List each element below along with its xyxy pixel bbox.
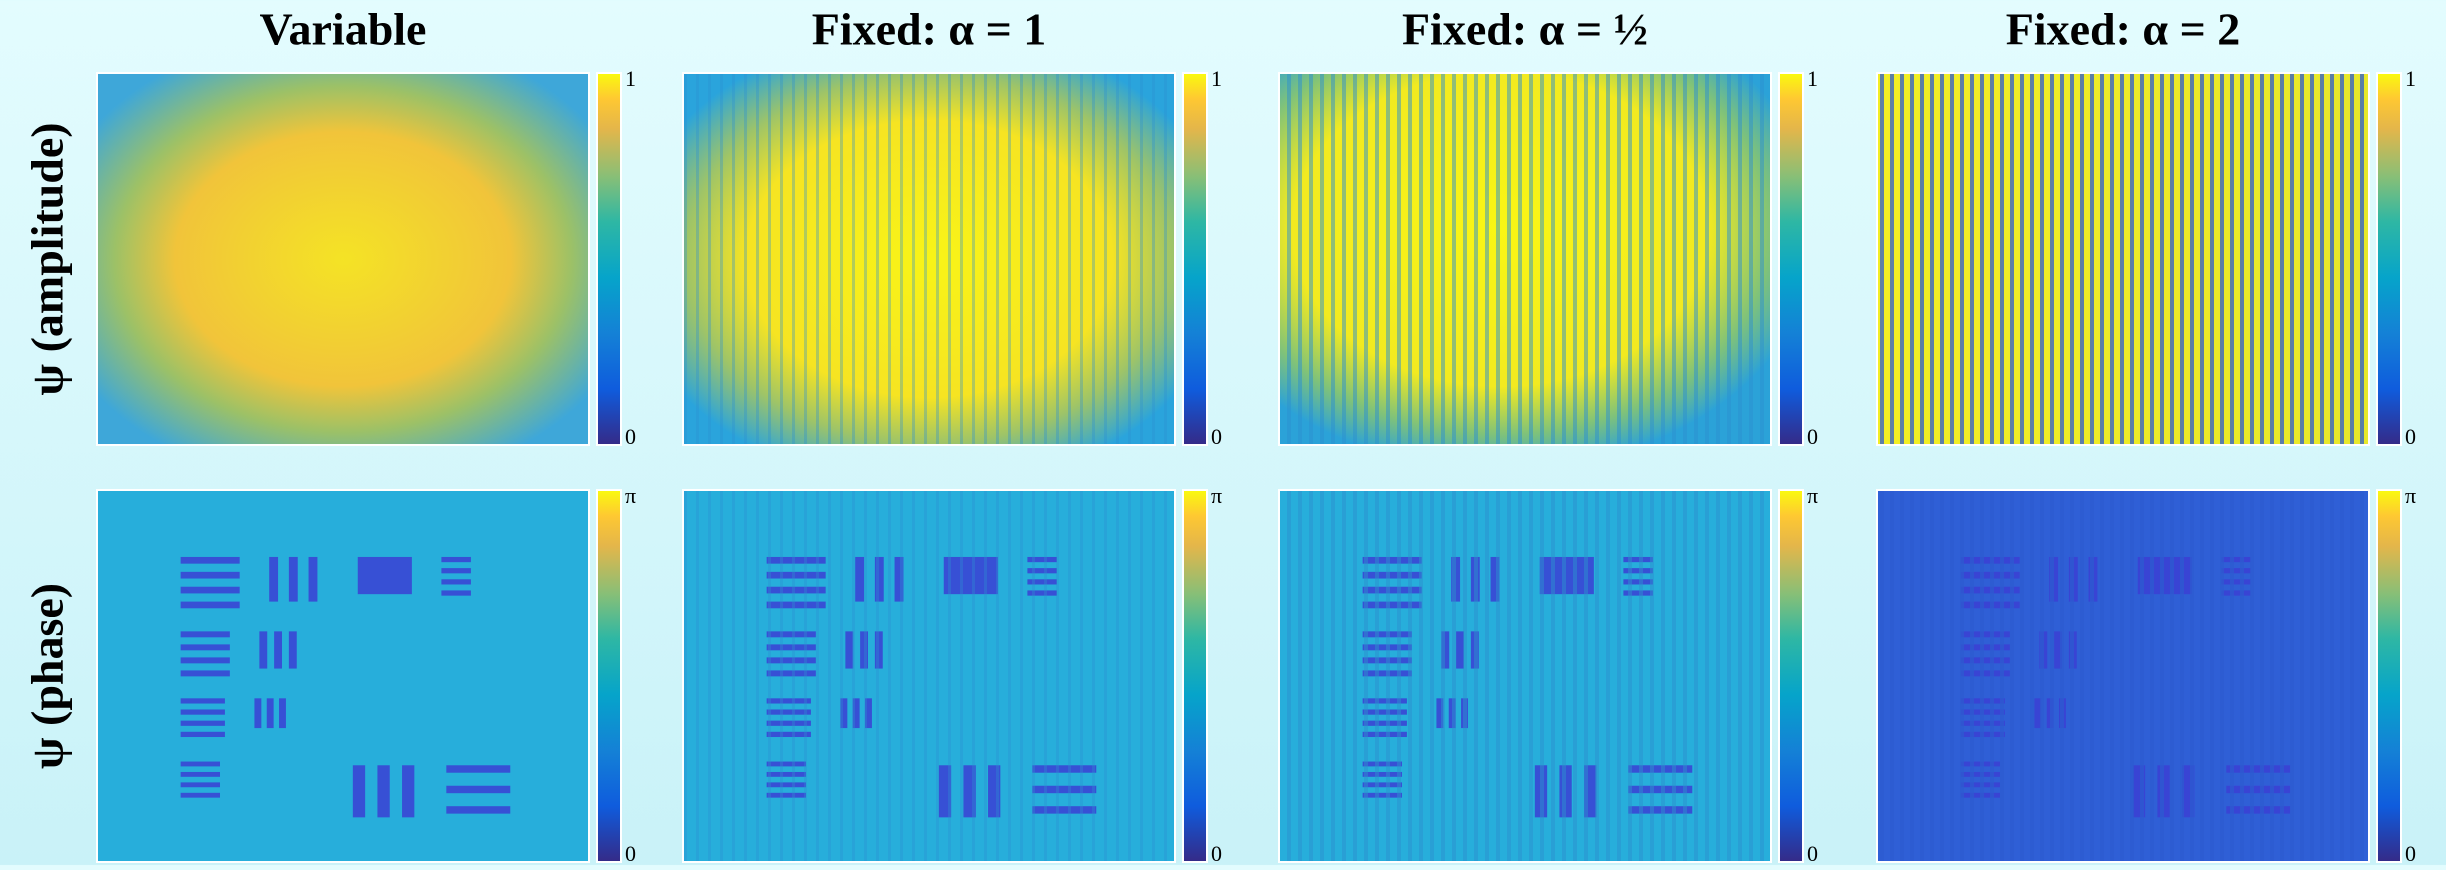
colorbar: [1183, 73, 1207, 445]
colorbar-max-label: π: [1211, 483, 1222, 508]
target-bar: [181, 793, 220, 798]
target-bar: [279, 698, 286, 728]
column-title: Fixed: α = 2: [2006, 4, 2241, 55]
target-bar: [181, 670, 230, 676]
colorbar: [2377, 73, 2401, 445]
colorbar-max-label: π: [1807, 483, 1818, 508]
target-bar: [289, 557, 298, 602]
target-bar: [274, 631, 282, 668]
target-bar: [377, 765, 389, 817]
colorbar: [2377, 490, 2401, 862]
colorbar: [597, 73, 621, 445]
target-bar: [446, 806, 510, 813]
image-panel: [1279, 73, 1771, 445]
target-bar: [259, 631, 267, 668]
target-bar: [289, 631, 297, 668]
colorbar-max-label: 1: [1211, 66, 1222, 91]
target-bar: [358, 557, 412, 594]
stripe-artifacts: [683, 73, 1175, 445]
image-panel: [1877, 73, 2369, 445]
stripe-artifacts: [1877, 490, 2369, 862]
target-bar: [181, 631, 230, 637]
colorbar-max-label: π: [2405, 483, 2416, 508]
target-bar: [254, 698, 261, 728]
column-title: Variable: [260, 4, 427, 55]
target-bar: [181, 709, 225, 714]
target-bar: [181, 644, 230, 650]
colorbar: [1779, 490, 1803, 862]
target-bar: [181, 602, 240, 609]
image-panel: [683, 490, 1175, 862]
target-bar: [402, 765, 414, 817]
amplitude-image: [97, 73, 589, 445]
target-bar: [269, 557, 278, 602]
colorbar-min-label: 0: [1807, 841, 1818, 865]
stripe-artifacts: [1279, 73, 1771, 445]
target-bar: [309, 557, 318, 602]
colorbar-min-label: 0: [2405, 424, 2416, 449]
target-bar: [181, 557, 240, 564]
colorbar-min-label: 0: [2405, 841, 2416, 865]
colorbar-min-label: 0: [1211, 841, 1222, 865]
target-bar: [181, 698, 225, 703]
target-bar: [181, 572, 240, 579]
colorbar-min-label: 0: [1807, 424, 1818, 449]
colorbar-max-label: 1: [625, 66, 636, 91]
target-bar: [181, 721, 225, 726]
column-title: Fixed: α = ½: [1402, 4, 1648, 55]
target-bar: [267, 698, 274, 728]
colorbar-min-label: 0: [625, 841, 636, 865]
target-bar: [181, 782, 220, 787]
target-bar: [446, 786, 510, 793]
image-panel: [683, 73, 1175, 445]
target-bar: [181, 732, 225, 737]
target-bar: [441, 579, 471, 584]
colorbar-min-label: 0: [1211, 424, 1222, 449]
target-bar: [353, 765, 365, 817]
colorbar-max-label: 1: [2405, 66, 2416, 91]
target-bar: [181, 657, 230, 663]
stripe-artifacts: [1279, 490, 1771, 862]
colorbar-max-label: 1: [1807, 66, 1818, 91]
stripe-artifacts: [683, 490, 1175, 862]
image-panel: [97, 490, 589, 862]
target-bar: [446, 765, 510, 772]
target-bar: [181, 762, 220, 767]
colorbar-max-label: π: [625, 483, 636, 508]
stripe-artifacts: [1877, 73, 2369, 445]
target-bar: [181, 772, 220, 777]
image-panel: [1279, 490, 1771, 862]
colorbar-min-label: 0: [625, 424, 636, 449]
row-label: ψ (phase): [22, 583, 73, 769]
image-panel: [1877, 490, 2369, 862]
colorbar: [597, 490, 621, 862]
image-panel: [97, 73, 589, 445]
column-title: Fixed: α = 1: [812, 4, 1047, 55]
colorbar: [1779, 73, 1803, 445]
target-bar: [181, 587, 240, 594]
target-bar: [441, 590, 471, 595]
row-label: ψ (amplitude): [22, 122, 73, 395]
target-bar: [441, 568, 471, 573]
phase-image: [97, 490, 589, 862]
colorbar: [1183, 490, 1207, 862]
figure: Variable Fixed: α = 1 Fixed: α = ½ Fixed: α…: [0, 0, 2446, 865]
target-bar: [441, 557, 471, 562]
